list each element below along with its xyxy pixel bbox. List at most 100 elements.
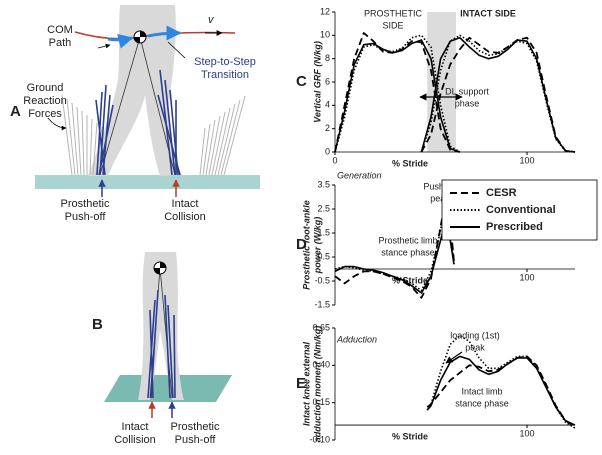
- collision-label: Collision: [164, 211, 206, 223]
- y-tick-label: 0: [325, 146, 330, 156]
- leg-line: [159, 267, 173, 399]
- fan-line: [220, 99, 241, 176]
- leg-line: [99, 36, 141, 176]
- y-tick-label: 12: [320, 6, 330, 16]
- y-axis-label: Vertical GRF (N/kg): [312, 41, 322, 123]
- y-tick-label: -0.10: [309, 434, 330, 444]
- fan-line: [199, 127, 206, 176]
- fan-line: [89, 118, 93, 176]
- fan-line: [61, 94, 73, 176]
- panel-letter: E: [296, 375, 306, 392]
- series-line: [334, 32, 461, 153]
- fan-line: [81, 110, 85, 176]
- transition-label: Step-to-Step: [194, 56, 256, 68]
- y-tick-label: 0.40: [312, 360, 330, 370]
- annotation: INTACT SIDE: [460, 8, 516, 18]
- x-tick-label: 0: [332, 155, 337, 165]
- annotation: phase: [455, 98, 480, 108]
- series-line: [426, 355, 576, 426]
- pushoff-label: Push-off: [175, 434, 217, 446]
- series-line: [334, 210, 455, 292]
- y-tick-label: 3.5: [317, 179, 330, 189]
- annotation: Intact limb: [461, 386, 502, 396]
- pointer: [167, 41, 186, 59]
- grf-lines: [147, 289, 176, 399]
- annotation: peak: [430, 193, 450, 203]
- annotation: Generation: [337, 170, 382, 180]
- series-line: [420, 36, 576, 153]
- annotation: SIDE: [382, 20, 403, 30]
- y-tick-label: 1.5: [317, 227, 330, 237]
- annotation-arrow: [445, 351, 463, 364]
- x-axis-label: % Stride: [392, 431, 428, 441]
- annotation: Prosthetic limb: [378, 235, 437, 245]
- legend-label: CESR: [486, 187, 517, 199]
- y-tick-label: 8: [325, 53, 330, 63]
- y-tick-label: 0.65: [312, 322, 330, 332]
- fan-line: [205, 119, 216, 176]
- annotation: stance phase: [381, 247, 435, 257]
- fan-line: [202, 123, 211, 176]
- pushoff-label: Prosthetic: [171, 421, 220, 433]
- fan-line: [211, 111, 226, 176]
- legend-label: Conventional: [486, 204, 556, 216]
- grf-lines: [95, 69, 181, 176]
- ground: [35, 175, 260, 189]
- annotation: Adduction: [336, 334, 377, 344]
- annotation: PROSTHETIC: [364, 8, 423, 18]
- transition-label: Transition: [201, 69, 249, 81]
- y-tick-label: 0.5: [317, 251, 330, 261]
- annotation: DL support: [445, 86, 489, 96]
- y-tick-label: 4: [325, 100, 330, 110]
- series-line: [426, 355, 576, 428]
- y-tick-label: 2: [325, 123, 330, 133]
- pushoff-label: Prosthetic: [61, 198, 110, 210]
- ground: [104, 375, 232, 402]
- fan-line: [208, 115, 221, 176]
- panel-letter: D: [296, 236, 307, 253]
- y-tick-label: -1.5: [314, 299, 330, 309]
- collision-label: Intact: [172, 198, 199, 210]
- panel-letter: A: [10, 103, 21, 120]
- panel-letter: C: [296, 73, 307, 90]
- y-tick-label: 10: [320, 30, 330, 40]
- fan-line: [76, 106, 82, 176]
- pointer: [97, 43, 111, 49]
- y-tick-label: 0.15: [312, 397, 330, 407]
- com-marker: [133, 30, 147, 44]
- annotation: Push-off: [423, 181, 457, 191]
- fan-line: [223, 95, 246, 176]
- panel-b: B Intact Collision Prosthetic Push-off: [92, 252, 232, 446]
- body-silhouette: [138, 252, 184, 400]
- x-tick-label: 100: [519, 155, 534, 165]
- legend-label: Prescribed: [486, 221, 543, 233]
- x-axis-label: % Stride: [392, 158, 428, 168]
- collision-label: Intact: [122, 421, 149, 433]
- y-axis-label: Intact knee external: [301, 341, 311, 426]
- pushoff-label: Push-off: [65, 211, 107, 223]
- x-tick-label: 100: [519, 272, 534, 282]
- grf-label: Reaction: [23, 95, 66, 107]
- fan-line: [71, 102, 79, 176]
- y-tick-label: 2.5: [317, 203, 330, 213]
- grf-label: Forces: [28, 108, 62, 120]
- y-tick-label: -0.5: [314, 275, 330, 285]
- com-marker: [153, 261, 167, 275]
- x-axis-label: % Stride: [392, 275, 428, 285]
- fan-line: [66, 98, 76, 176]
- pointer: [47, 117, 67, 131]
- series-line: [334, 39, 461, 153]
- panel-a: A COM Path v Step-to-Step Transition Gro…: [10, 5, 260, 223]
- annotation: loading (1st): [450, 330, 500, 340]
- panel-letter: B: [92, 316, 103, 333]
- velocity-label: v: [208, 14, 215, 26]
- y-axis-label: Prosthetic foot-ankle: [301, 200, 311, 290]
- collision-label: Collision: [114, 434, 156, 446]
- fan-line: [214, 107, 231, 176]
- transition-arrow: [147, 25, 182, 41]
- x-tick-label: 100: [519, 428, 534, 438]
- com-label: Path: [49, 37, 72, 49]
- fan-line: [217, 103, 236, 176]
- y-axis-label: power (W/kg): [312, 217, 322, 275]
